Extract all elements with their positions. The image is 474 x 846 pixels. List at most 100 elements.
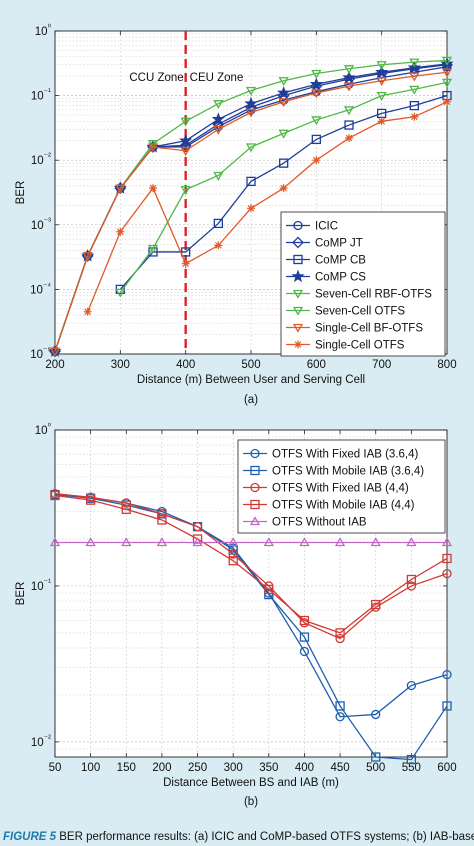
data-point xyxy=(278,129,289,139)
data-point xyxy=(278,77,289,87)
data-point xyxy=(410,112,419,121)
legend-box xyxy=(237,439,446,534)
zone-label-ccu: CCU Zone xyxy=(129,72,183,84)
legend-marker xyxy=(291,269,305,283)
y-axis-label: BER xyxy=(15,582,27,606)
legend-entry: CoMP CB xyxy=(315,255,366,267)
data-point xyxy=(312,156,321,165)
data-point xyxy=(409,58,420,68)
data-point xyxy=(157,515,167,525)
data-point xyxy=(335,628,345,638)
data-point xyxy=(264,589,274,600)
data-point xyxy=(377,117,386,126)
data-point xyxy=(299,615,310,626)
data-point xyxy=(441,56,453,66)
legend-marker xyxy=(292,323,304,333)
series-3 xyxy=(115,90,452,295)
legend-marker xyxy=(292,306,304,316)
y-tick-label: 10⁻³ xyxy=(31,216,51,232)
series-5 xyxy=(49,537,453,547)
zone-label-ceu: CEU Zone xyxy=(190,72,244,84)
legend-entry: Single-Cell OTFS xyxy=(315,340,405,352)
legend-marker xyxy=(250,482,260,493)
x-tick-label: 600 xyxy=(307,359,326,371)
y-tick-label: 10⁻¹ xyxy=(31,87,51,103)
data-point xyxy=(264,584,274,595)
data-point xyxy=(343,106,355,116)
legend-marker xyxy=(250,465,260,476)
legend-entry: Seven-Cell RBF-OTFS xyxy=(315,289,432,301)
y-tick-label: 10⁻² xyxy=(31,733,51,749)
data-point xyxy=(441,68,453,78)
data-point xyxy=(83,307,92,316)
data-point xyxy=(335,712,345,722)
data-point xyxy=(343,82,355,92)
data-point xyxy=(213,100,224,109)
data-point xyxy=(246,176,256,187)
legend-entry: OTFS Without IAB xyxy=(272,517,367,529)
data-point xyxy=(181,247,191,257)
y-tick-label: 10⁻² xyxy=(31,151,51,167)
data-point xyxy=(228,537,239,547)
data-point xyxy=(311,134,321,145)
caption-text: BER performance results: (a) ICIC and Co… xyxy=(56,831,474,843)
series-line xyxy=(87,101,448,313)
legend-marker xyxy=(293,254,303,265)
data-point xyxy=(345,134,353,143)
data-point xyxy=(85,537,96,547)
data-point xyxy=(82,252,93,262)
x-tick-label: 400 xyxy=(295,762,314,774)
legend-marker xyxy=(293,220,303,231)
data-point xyxy=(279,184,288,193)
x-tick-label: 500 xyxy=(366,762,385,774)
data-point xyxy=(121,504,131,514)
x-tick-label: 300 xyxy=(224,762,243,774)
data-point xyxy=(180,117,191,127)
data-point xyxy=(149,184,157,193)
data-point xyxy=(406,537,417,547)
data-point xyxy=(279,158,289,168)
data-point xyxy=(245,143,257,153)
legend-marker xyxy=(250,448,260,459)
series-line xyxy=(119,81,448,293)
data-point xyxy=(334,537,346,547)
data-point xyxy=(409,85,420,95)
data-point xyxy=(277,86,291,99)
legend-entry: OTFS With Mobile IAB (3.6,4) xyxy=(272,466,424,478)
y-tick-label: 10⁻⁴ xyxy=(30,280,51,296)
data-point xyxy=(247,204,255,213)
y-tick-label: 10⁻⁵ xyxy=(30,345,51,361)
x-tick-label: 100 xyxy=(81,762,100,774)
x-tick-label: 50 xyxy=(49,762,62,774)
data-point xyxy=(343,65,355,75)
data-point xyxy=(311,89,322,99)
data-point xyxy=(192,537,203,547)
data-point xyxy=(147,143,159,153)
data-point xyxy=(245,108,257,118)
data-point xyxy=(116,227,125,236)
legend-box xyxy=(280,211,446,357)
data-point xyxy=(409,100,419,111)
y-tick-label: 10⁰ xyxy=(35,421,52,437)
x-tick-label: 450 xyxy=(330,762,349,774)
data-point xyxy=(213,125,224,135)
legend-marker xyxy=(292,236,304,249)
legend-marker xyxy=(294,340,302,349)
chart-panel-a: 200 300 400 500 600 700 800 10⁻⁵ 10⁻⁴ 10⁻³ 10⁻² 10⁻… xyxy=(15,22,457,406)
x-tick-label: 250 xyxy=(188,762,207,774)
data-point xyxy=(115,288,126,298)
data-point xyxy=(213,218,223,229)
x-tick-label: 600 xyxy=(437,762,456,774)
data-point xyxy=(49,537,61,547)
x-tick-label: 300 xyxy=(111,359,130,371)
data-point xyxy=(406,581,417,591)
data-point xyxy=(371,752,381,762)
series-line xyxy=(119,94,448,290)
plot-frame xyxy=(54,30,448,355)
data-point xyxy=(85,495,96,505)
data-point xyxy=(299,632,310,642)
x-tick-label: 700 xyxy=(372,359,391,371)
data-point xyxy=(441,537,453,547)
legend: OTFS With Fixed IAB (3.6,4) OTFS With Mob… xyxy=(237,439,446,534)
